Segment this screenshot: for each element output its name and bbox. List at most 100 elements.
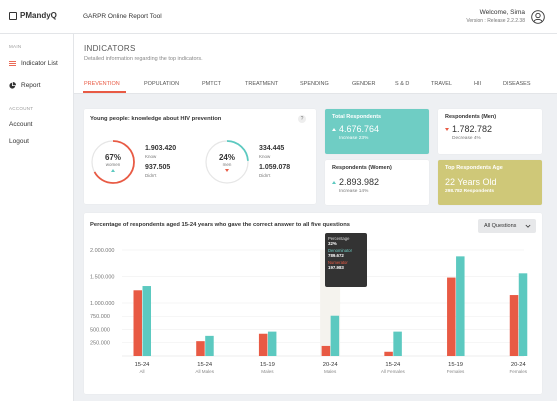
sidebar-section-account: ACCOUNT — [9, 106, 34, 111]
arrow-up-icon — [111, 169, 115, 172]
top-bar: PMandyQ GARPR Online Report Tool Welcome… — [0, 0, 557, 34]
chart-tooltip: Percentage 32% Denominator 789.672 Numer… — [325, 233, 367, 287]
logo[interactable]: PMandyQ — [9, 11, 57, 20]
women-know-label: Know — [145, 154, 157, 159]
questions-dropdown[interactable]: All Questions — [478, 219, 536, 233]
arrow-up-icon — [332, 128, 336, 131]
men-percentage: 24% — [218, 153, 235, 162]
bar[interactable] — [205, 335, 214, 356]
page-header: INDICATORS Detailed information regardin… — [74, 34, 557, 94]
bar[interactable] — [142, 286, 152, 356]
card-title: Young people: knowledge about HIV preven… — [90, 116, 222, 122]
y-tick-label: 500.000 — [90, 327, 110, 333]
dropdown-value: All Questions — [484, 223, 517, 229]
tab-s-and-d[interactable]: S & D — [395, 81, 410, 87]
bar[interactable] — [384, 351, 393, 356]
women-label: women — [105, 162, 121, 167]
bar[interactable] — [267, 331, 277, 356]
sidebar-item-label: Indicator List — [21, 60, 58, 67]
bar[interactable] — [321, 345, 331, 356]
tab-pmtct[interactable]: PMTCT — [202, 81, 221, 87]
x-tick-label: 20-24 — [511, 362, 527, 368]
logo-text: PMandyQ — [20, 11, 57, 20]
bar[interactable] — [456, 256, 465, 356]
x-tick-label: 15-19 — [260, 362, 275, 368]
kpi-age-card: Top Respondents Age 22 Years Old 298.782… — [438, 160, 542, 205]
list-icon — [9, 61, 16, 66]
pie-chart-icon — [9, 82, 16, 89]
user-icon[interactable] — [531, 10, 545, 24]
kpi-value: 1.782.782 — [452, 124, 493, 134]
y-tick-label: 250.000 — [90, 341, 110, 347]
sidebar-item-label: Logout — [9, 138, 29, 145]
tab-treatment[interactable]: TREATMENT — [245, 81, 279, 87]
bar[interactable] — [330, 315, 340, 356]
kpi-subtext: Increase 23% — [339, 136, 369, 141]
women-ring-chart — [91, 140, 135, 184]
help-icon[interactable]: ? — [298, 115, 306, 123]
arrow-up-icon — [332, 181, 336, 184]
tooltip-denominator-label: Denominator — [328, 248, 352, 253]
tooltip-denominator-value: 789.672 — [328, 253, 344, 258]
tab-travel[interactable]: TRAVEL — [431, 81, 452, 87]
chevron-down-icon — [525, 224, 531, 228]
y-tick-label: 1.500.000 — [90, 274, 114, 280]
bar[interactable] — [196, 341, 205, 356]
page-title: INDICATORS — [84, 44, 136, 53]
kpi-subtext: Increase 14% — [339, 189, 369, 194]
sidebar-item-indicator-list[interactable]: Indicator List — [9, 60, 58, 67]
bar[interactable] — [393, 331, 402, 356]
kpi-value: 22 Years Old — [445, 177, 497, 187]
x-tick-sublabel: Females — [447, 369, 465, 374]
x-tick-sublabel: Males — [324, 369, 337, 374]
kpi-subtext: 298.782 Respondents — [445, 189, 495, 194]
tab-spending[interactable]: SPENDING — [300, 81, 329, 87]
chart-title: Percentage of respondents aged 15-24 yea… — [90, 222, 350, 228]
x-tick-sublabel: All Males — [195, 369, 214, 374]
sidebar-item-label: Account — [9, 121, 33, 128]
x-tick-label: 15-24 — [135, 362, 151, 368]
men-didnt-value: 1.059.078 — [259, 164, 291, 171]
bar[interactable] — [447, 277, 456, 356]
women-didnt-value: 937.505 — [145, 164, 171, 171]
y-tick-label: 2.000.000 — [90, 248, 114, 254]
tooltip-numerator-value: 197.983 — [328, 265, 344, 270]
kpi-value: 2.893.982 — [339, 177, 380, 187]
tab-gender[interactable]: GENDER — [352, 81, 376, 87]
bar[interactable] — [133, 290, 143, 356]
men-label: men — [222, 162, 232, 167]
app-title: GARPR Online Report Tool — [83, 13, 162, 20]
page-subtitle: Detailed information regarding the top i… — [84, 56, 203, 62]
bar[interactable] — [258, 333, 268, 356]
tab-population[interactable]: POPULATION — [144, 81, 180, 87]
kpi-title: Respondents (Women) — [332, 165, 392, 171]
women-didnt-label: Didn't — [145, 173, 157, 178]
men-ring-chart — [205, 140, 249, 184]
bar[interactable] — [518, 273, 528, 356]
women-ring-label: 67% women — [90, 153, 136, 172]
kpi-total-card: Total Respondents 4.676.764 Increase 23% — [325, 109, 429, 154]
kpi-value: 4.676.764 — [339, 124, 380, 134]
arrow-down-icon — [445, 128, 449, 131]
chart-card: Percentage of respondents aged 15-24 yea… — [84, 213, 542, 394]
tooltip-percentage-value: 32% — [328, 241, 337, 246]
sidebar-item-account[interactable]: Account — [9, 121, 33, 128]
x-tick-label: 15-24 — [197, 362, 213, 368]
x-tick-label: 15-19 — [448, 362, 463, 368]
tab-hii[interactable]: HII — [474, 81, 482, 87]
kpi-subtext: Decrease 4% — [452, 136, 481, 141]
kpi-title: Top Respondents Age — [445, 165, 503, 171]
tab-diseases[interactable]: DISEASES — [503, 81, 531, 87]
sidebar-item-logout[interactable]: Logout — [9, 138, 29, 145]
y-tick-label: 750.000 — [90, 314, 110, 320]
women-know-value: 1.903.420 — [145, 145, 177, 152]
bar[interactable] — [509, 295, 519, 356]
welcome-text: Welcome, Sima — [479, 9, 525, 16]
x-tick-sublabel: Males — [261, 369, 274, 374]
tooltip-numerator-label: Numerator — [328, 260, 348, 265]
sidebar-item-report[interactable]: Report — [9, 82, 41, 89]
tab-prevention[interactable]: PREVENTION — [84, 81, 120, 87]
arrow-down-icon — [225, 169, 229, 172]
sidebar: MAIN Indicator List Report ACCOUNT Accou… — [0, 34, 74, 401]
